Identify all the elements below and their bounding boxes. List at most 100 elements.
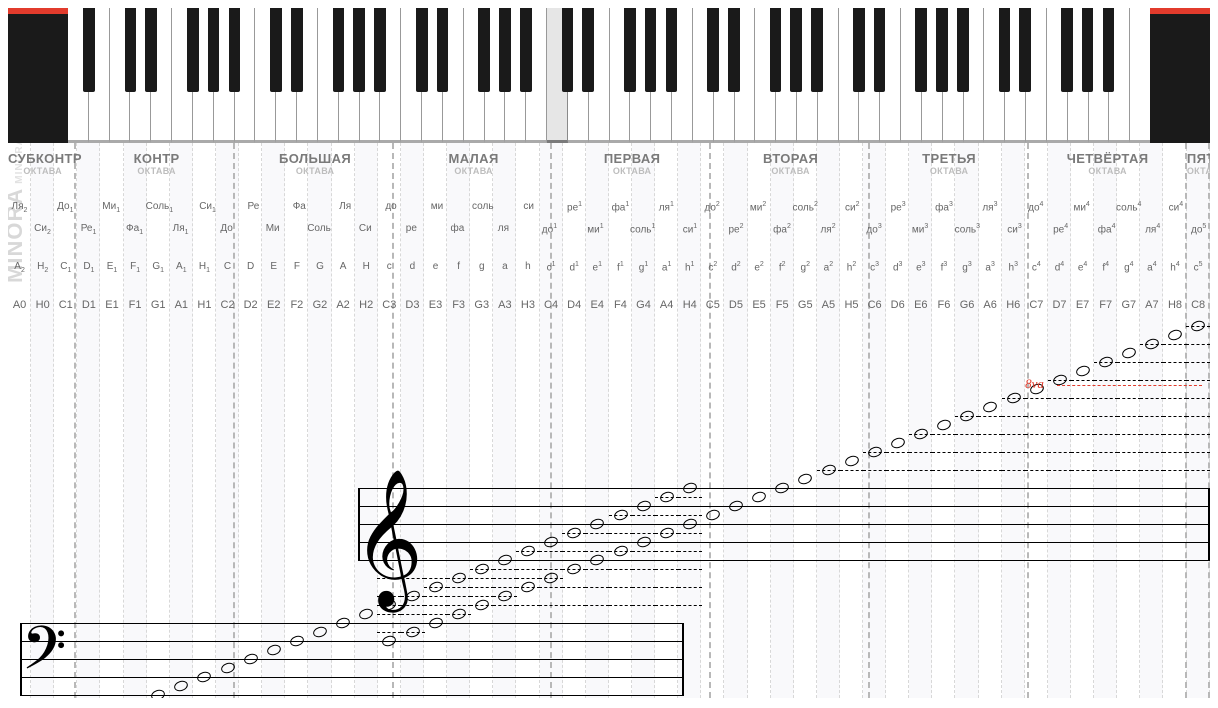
white-key[interactable] (380, 8, 401, 143)
note-cell: h4 (1163, 261, 1186, 274)
note-cell: фа (446, 223, 469, 236)
note-cell: d3 (886, 261, 909, 274)
note-cell: D1 (77, 299, 100, 311)
white-key[interactable] (1068, 8, 1089, 143)
note-cell: f4 (1094, 261, 1117, 274)
white-key[interactable] (672, 8, 693, 143)
note-cell (403, 201, 426, 214)
white-key[interactable] (859, 8, 880, 143)
note-cell: C1 (54, 299, 77, 311)
white-key[interactable] (1089, 8, 1110, 143)
note-cell: C (216, 261, 239, 274)
note-cell: Си2 (31, 223, 54, 236)
note-cell: до5 (1187, 223, 1210, 236)
white-key[interactable] (485, 8, 506, 143)
white-key[interactable] (172, 8, 193, 143)
white-key[interactable] (839, 8, 860, 143)
staff-line (358, 506, 1210, 507)
white-key[interactable] (89, 8, 110, 143)
white-key[interactable] (318, 8, 339, 143)
note-cell: E5 (748, 299, 771, 311)
white-key[interactable] (880, 8, 901, 143)
white-key[interactable] (526, 8, 547, 143)
note-cell: E3 (424, 299, 447, 311)
note-cell: соль (471, 201, 494, 214)
white-key[interactable] (1005, 8, 1026, 143)
white-key[interactable] (464, 8, 485, 143)
white-key[interactable] (130, 8, 151, 143)
white-key[interactable] (297, 8, 318, 143)
white-key[interactable] (505, 8, 526, 143)
white-key[interactable] (1109, 8, 1130, 143)
note-cell: до (380, 201, 403, 214)
note-cell: E6 (909, 299, 932, 311)
white-key[interactable] (818, 8, 839, 143)
note-cell (1093, 201, 1116, 214)
white-key[interactable] (755, 8, 776, 143)
note-cell: F1 (124, 261, 147, 274)
white-key[interactable] (984, 8, 1005, 143)
white-key[interactable] (1026, 8, 1047, 143)
white-key[interactable] (630, 8, 651, 143)
white-key[interactable] (68, 8, 89, 143)
note-cell (540, 201, 563, 214)
white-key[interactable] (443, 8, 464, 143)
white-key[interactable] (1047, 8, 1068, 143)
note-cell: G4 (632, 299, 655, 311)
note-cell (1118, 223, 1141, 236)
white-key[interactable] (735, 8, 756, 143)
note-cell: G1 (147, 299, 170, 311)
white-key[interactable] (360, 8, 381, 143)
note-cell: h2 (840, 261, 863, 274)
note-cell: A2 (332, 299, 355, 311)
white-key[interactable] (235, 8, 256, 143)
note-cell (448, 201, 471, 214)
note-cell: соль3 (955, 223, 980, 236)
white-key[interactable] (776, 8, 797, 143)
white-key[interactable] (568, 8, 589, 143)
white-key[interactable] (964, 8, 985, 143)
white-key[interactable] (943, 8, 964, 143)
white-key[interactable] (547, 8, 568, 143)
white-key[interactable] (401, 8, 422, 143)
note-cell: a2 (817, 261, 840, 274)
white-key[interactable] (214, 8, 235, 143)
note-cell: a1 (655, 261, 678, 274)
white-key[interactable] (651, 8, 672, 143)
note-cell: C2 (216, 299, 239, 311)
white-key[interactable] (339, 8, 360, 143)
white-key[interactable] (151, 8, 172, 143)
white-key[interactable] (110, 8, 131, 143)
white-key[interactable] (797, 8, 818, 143)
note-cell (423, 223, 446, 236)
note-cell (840, 223, 863, 236)
note-cell: f3 (932, 261, 955, 274)
white-key[interactable] (922, 8, 943, 143)
note-cell (331, 223, 354, 236)
white-key[interactable] (589, 8, 610, 143)
white-key[interactable] (276, 8, 297, 143)
note-cell (123, 201, 146, 214)
white-key[interactable] (193, 8, 214, 143)
note-cell: E (262, 261, 285, 274)
white-key[interactable] (1130, 8, 1150, 143)
note-cell: g1 (632, 261, 655, 274)
white-key[interactable] (422, 8, 443, 143)
note-cell: H6 (1002, 299, 1025, 311)
white-key[interactable] (610, 8, 631, 143)
note-cell: Ми1 (100, 201, 123, 214)
note-cell: A1 (170, 261, 193, 274)
note-cell: си4 (1164, 201, 1187, 214)
white-key[interactable] (693, 8, 714, 143)
note-cell: f1 (609, 261, 632, 274)
note-cell: До1 (54, 201, 77, 214)
note-cell: e1 (586, 261, 609, 274)
white-key[interactable] (714, 8, 735, 143)
white-key[interactable] (901, 8, 922, 143)
note-cell: Фа1 (123, 223, 146, 236)
note-cell: Ля1 (169, 223, 192, 236)
note-cell (561, 223, 584, 236)
note-cell: A4 (655, 299, 678, 311)
white-key[interactable] (255, 8, 276, 143)
note-cell: c3 (863, 261, 886, 274)
